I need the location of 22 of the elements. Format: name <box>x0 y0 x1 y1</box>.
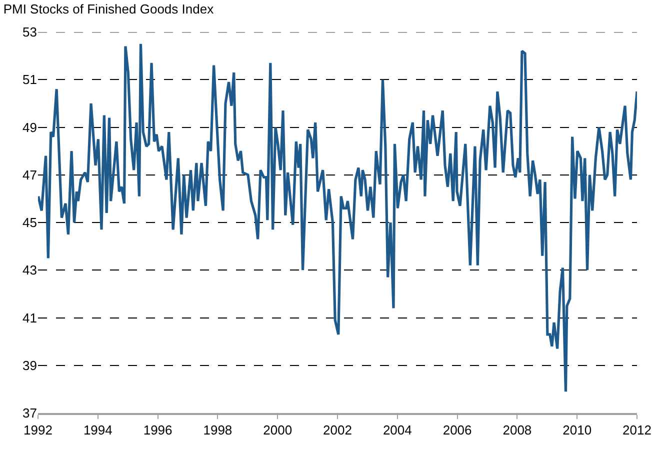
y-tick-label: 51 <box>22 72 37 88</box>
x-tick-label: 1994 <box>83 422 112 438</box>
x-tick-label: 1992 <box>24 422 52 438</box>
chart-title: PMI Stocks of Finished Goods Index <box>3 2 214 17</box>
x-tick-label: 1996 <box>143 422 172 438</box>
x-tick-label: 1998 <box>203 422 232 438</box>
line-series <box>38 42 637 393</box>
x-tick-label: 2012 <box>622 422 652 438</box>
x-tick-label: 2004 <box>382 422 412 438</box>
y-tick-label: 47 <box>22 167 37 182</box>
y-tick-label: 43 <box>22 262 37 278</box>
x-tick-label: 2010 <box>562 422 592 438</box>
x-tick-label: 2008 <box>502 422 532 438</box>
x-tick-label: 2006 <box>442 422 472 438</box>
y-tick-label: 45 <box>22 215 37 230</box>
y-tick-label: 37 <box>22 406 37 421</box>
y-tick-label: 49 <box>22 120 37 135</box>
x-tick-label: 2002 <box>323 422 352 438</box>
y-tick-label: 41 <box>22 310 37 326</box>
x-tick-label: 2000 <box>263 422 292 438</box>
y-tick-label: 53 <box>22 24 37 40</box>
y-tick-label: 39 <box>22 358 37 373</box>
